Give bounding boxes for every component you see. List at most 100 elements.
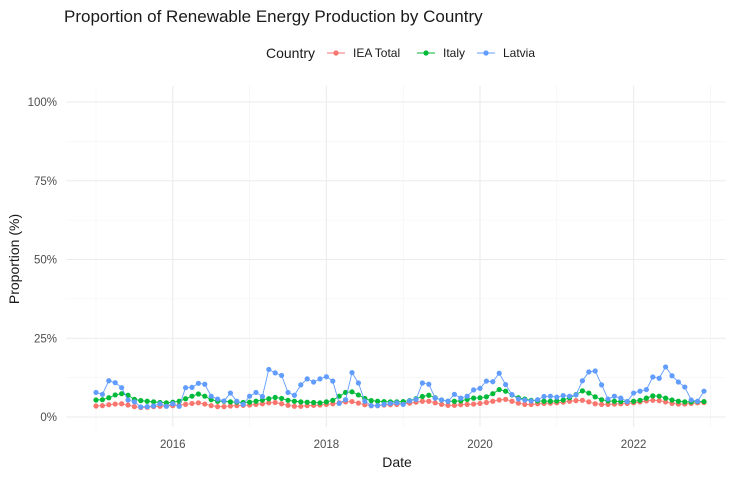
data-point xyxy=(400,401,406,407)
data-point xyxy=(183,385,189,391)
data-point xyxy=(483,394,489,400)
data-point xyxy=(701,388,707,394)
data-point xyxy=(131,404,137,410)
data-point xyxy=(157,401,163,407)
data-point xyxy=(445,398,451,404)
data-point xyxy=(144,404,150,410)
data-point xyxy=(298,399,304,405)
data-point xyxy=(208,393,214,399)
data-point xyxy=(445,402,451,408)
data-point xyxy=(471,401,477,407)
data-point xyxy=(375,403,381,409)
data-point xyxy=(93,389,99,396)
data-point xyxy=(368,403,374,409)
data-point xyxy=(515,400,522,406)
y-tick-label: 100% xyxy=(28,97,57,109)
data-point xyxy=(317,400,323,406)
legend-label: IEA Total xyxy=(353,46,400,60)
data-point xyxy=(547,398,554,404)
data-point xyxy=(503,388,509,394)
data-point xyxy=(618,395,624,401)
data-point xyxy=(266,396,272,402)
data-point xyxy=(611,393,618,399)
data-point xyxy=(387,400,393,407)
data-point xyxy=(144,398,150,404)
data-point xyxy=(586,390,592,396)
data-point xyxy=(151,399,157,405)
x-tick-label: 2020 xyxy=(467,439,493,451)
data-point xyxy=(503,396,509,402)
data-point xyxy=(439,397,445,403)
data-point xyxy=(586,399,592,405)
data-point xyxy=(279,401,285,407)
legend-key-point xyxy=(423,50,429,56)
x-tick-label: 2016 xyxy=(160,439,186,451)
data-point xyxy=(464,393,470,399)
data-point xyxy=(432,400,438,406)
data-point xyxy=(285,389,291,396)
data-point xyxy=(496,370,502,376)
data-point xyxy=(272,394,278,401)
data-point xyxy=(266,400,272,406)
data-point xyxy=(541,393,547,400)
data-point xyxy=(227,390,233,396)
data-point xyxy=(579,388,586,394)
data-point xyxy=(221,404,227,410)
data-point xyxy=(253,389,259,396)
data-point xyxy=(138,398,144,404)
data-point xyxy=(349,369,355,376)
data-point xyxy=(624,398,630,405)
data-point xyxy=(599,397,605,403)
data-point xyxy=(272,399,278,406)
data-point xyxy=(330,378,336,384)
data-point xyxy=(304,399,310,405)
data-point xyxy=(656,393,662,399)
data-point xyxy=(195,380,201,386)
data-point xyxy=(656,398,662,404)
data-point xyxy=(483,378,489,384)
data-point xyxy=(234,398,240,404)
data-point xyxy=(605,396,611,402)
data-point xyxy=(477,385,483,391)
data-point xyxy=(330,397,336,403)
data-point xyxy=(477,400,483,407)
chart-title: Proportion of Renewable Energy Productio… xyxy=(64,7,483,26)
data-point xyxy=(138,404,144,410)
data-point xyxy=(355,400,361,406)
data-point xyxy=(567,393,573,399)
data-point xyxy=(650,397,656,403)
data-point xyxy=(669,397,675,403)
data-point xyxy=(189,400,195,407)
data-point xyxy=(439,401,445,407)
data-point xyxy=(432,395,438,401)
data-point xyxy=(419,380,425,386)
data-point xyxy=(240,401,246,407)
legend-items: IEA Total Italy Latvia xyxy=(327,46,535,60)
x-axis-title: Date xyxy=(382,454,412,470)
data-point xyxy=(227,399,233,405)
data-point xyxy=(592,401,598,407)
data-point xyxy=(599,382,605,388)
data-point xyxy=(163,403,169,409)
data-point xyxy=(682,384,688,390)
data-point xyxy=(503,381,509,388)
legend: Country IEA Total Italy Latvia xyxy=(266,45,535,61)
data-point xyxy=(560,397,566,403)
data-point xyxy=(547,393,554,399)
data-point xyxy=(381,401,387,407)
legend-key-point xyxy=(483,50,489,56)
data-point xyxy=(643,386,650,393)
data-point xyxy=(477,395,483,401)
data-point xyxy=(407,398,413,404)
x-tick-label: 2022 xyxy=(621,439,647,451)
data-point xyxy=(183,396,189,402)
legend-item: Italy xyxy=(417,46,465,60)
data-point xyxy=(413,396,419,402)
data-point xyxy=(355,392,361,398)
legend-item: IEA Total xyxy=(327,46,400,60)
data-point xyxy=(451,402,457,408)
data-point xyxy=(419,398,425,404)
data-point xyxy=(560,392,566,399)
data-point xyxy=(125,402,131,408)
data-point xyxy=(227,403,233,409)
